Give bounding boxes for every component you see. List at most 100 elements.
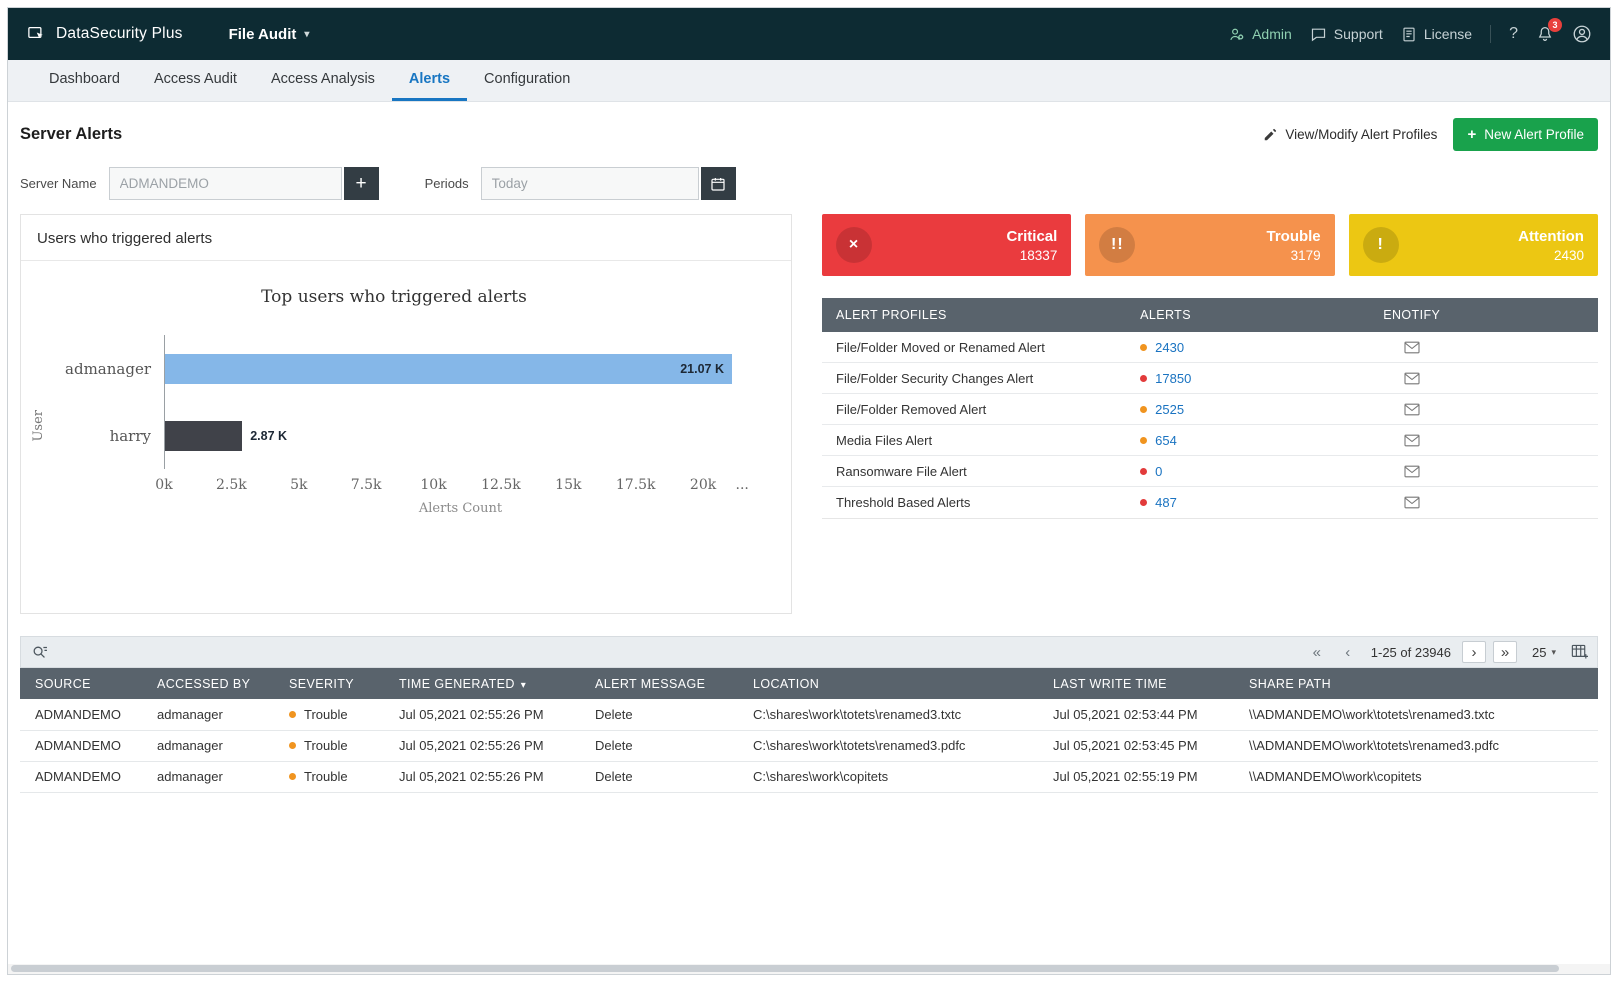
tab-dashboard[interactable]: Dashboard [49, 71, 120, 87]
column-header-last-write-time[interactable]: LAST WRITE TIME [1038, 668, 1234, 699]
cell-severity: Trouble [274, 730, 384, 762]
cell-alert-message: Delete [580, 761, 738, 793]
bar-admanager[interactable] [165, 353, 732, 384]
column-header-location[interactable]: LOCATION [738, 668, 1038, 699]
cell-source: ADMANDEMO [20, 730, 142, 762]
user-profile-button[interactable] [1572, 24, 1592, 44]
cell-alert-message: Delete [580, 730, 738, 762]
email-notification-icon[interactable] [1404, 341, 1420, 354]
cell-share-path: \\ADMANDEMO\work\totets\renamed3.txtc [1234, 699, 1598, 731]
x-tick-label: 12.5k [481, 477, 521, 493]
brand-logo-icon [26, 25, 46, 43]
alert-profile-row: Threshold Based Alerts 487 [822, 487, 1598, 518]
alert-profile-name[interactable]: File/Folder Removed Alert [836, 401, 987, 417]
cell-time-generated: Jul 05,2021 02:55:26 PM [384, 699, 580, 731]
periods-input[interactable] [480, 167, 699, 200]
view-modify-alert-profiles-link[interactable]: View/Modify Alert Profiles [1263, 127, 1437, 142]
column-header-alerts: ALERTS [1140, 308, 1191, 322]
users-triggered-alerts-card: Users who triggered alerts Top users who… [20, 214, 792, 614]
calendar-picker-button[interactable] [700, 167, 736, 200]
license-menu[interactable]: License [1401, 26, 1472, 43]
column-header-time-generated[interactable]: TIME GENERATED ▾ [384, 668, 580, 699]
alert-count-link[interactable]: 654 [1155, 432, 1177, 448]
topbar-divider [1490, 25, 1492, 43]
module-name: File Audit [228, 25, 297, 43]
x-tick-label: 15k [555, 477, 582, 493]
column-header-severity[interactable]: SEVERITY [274, 668, 384, 699]
email-notification-icon[interactable] [1404, 434, 1420, 447]
cell-last-write-time: Jul 05,2021 02:55:19 PM [1038, 761, 1234, 793]
add-server-button[interactable]: + [343, 167, 379, 200]
notifications-button[interactable]: 3 [1536, 18, 1562, 43]
exclamation-icon: ! [1362, 227, 1399, 263]
chart-xticks: 0k 2.5k 5k 7.5k 10k 12.5k 15k 17.5k 20k... [155, 471, 757, 497]
alert-profile-name[interactable]: Threshold Based Alerts [836, 495, 971, 510]
severity-dot [1140, 436, 1148, 444]
calendar-icon [711, 177, 725, 191]
email-notification-icon[interactable] [1404, 496, 1420, 509]
column-header-share-path[interactable]: SHARE PATH [1234, 668, 1598, 699]
alert-count-link[interactable]: 2525 [1155, 401, 1185, 417]
column-header-source[interactable]: SOURCE [20, 668, 142, 699]
alert-row[interactable]: ADMANDEMO admanager Trouble Jul 05,2021 … [20, 699, 1598, 731]
column-header-alert-message[interactable]: ALERT MESSAGE [580, 668, 738, 699]
attention-card[interactable]: ! Attention 2430 [1348, 214, 1598, 276]
alert-profile-name[interactable]: Ransomware File Alert [836, 463, 967, 479]
alert-count-link[interactable]: 2430 [1155, 339, 1185, 355]
server-name-input[interactable] [108, 167, 342, 200]
column-header-accessed-by[interactable]: ACCESSED BY [142, 668, 274, 699]
alerts-summary-panel: × Critical 18337 !! Trouble 3179 ! [822, 214, 1598, 519]
critical-card[interactable]: × Critical 18337 [822, 214, 1072, 276]
next-page-button[interactable]: › [1462, 641, 1486, 663]
support-menu[interactable]: Support [1310, 26, 1383, 43]
alert-row[interactable]: ADMANDEMO admanager Trouble Jul 05,2021 … [20, 761, 1598, 793]
trouble-label: Trouble [1266, 227, 1321, 245]
cell-severity: Trouble [274, 761, 384, 793]
search-columns-button[interactable] [31, 644, 48, 661]
alerts-grid-section: « ‹ 1-25 of 23946 › » 25 ▾ [20, 636, 1598, 793]
attention-count: 2430 [1553, 247, 1584, 263]
alert-count-link[interactable]: 17850 [1155, 370, 1192, 386]
alert-profile-name[interactable]: Media Files Alert [836, 432, 933, 448]
alert-profile-row: File/Folder Security Changes Alert 17850 [822, 363, 1598, 394]
alert-count-link[interactable]: 487 [1155, 495, 1177, 510]
chart-title: Top users who triggered alerts [261, 287, 527, 307]
trouble-card[interactable]: !! Trouble 3179 [1085, 214, 1335, 276]
admin-menu[interactable]: Admin [1228, 26, 1292, 43]
page-size-value: 25 [1532, 644, 1547, 660]
first-page-button[interactable]: « [1312, 643, 1321, 661]
email-notification-icon[interactable] [1404, 403, 1420, 416]
tab-alerts[interactable]: Alerts [391, 60, 468, 101]
tab-configuration[interactable]: Configuration [484, 71, 571, 87]
severity-dot [1140, 467, 1148, 475]
help-icon[interactable]: ? [1509, 25, 1518, 42]
alert-profile-row: Ransomware File Alert 0 [822, 456, 1598, 487]
x-tick-label: 2.5k [216, 477, 247, 493]
add-column-button[interactable] [1571, 644, 1589, 660]
alert-profile-row: Media Files Alert 654 [822, 425, 1598, 456]
tab-access-audit[interactable]: Access Audit [153, 71, 237, 87]
previous-page-button[interactable]: ‹ [1345, 643, 1351, 661]
new-alert-profile-button[interactable]: + New Alert Profile [1453, 118, 1598, 151]
module-switcher[interactable]: File Audit ▾ [229, 26, 310, 43]
cell-share-path: \\ADMANDEMO\work\totets\renamed3.pdfc [1234, 730, 1598, 762]
cell-accessed-by: admanager [142, 761, 274, 793]
scrollbar-thumb[interactable] [11, 965, 1560, 972]
main-content: Users who triggered alerts Top users who… [8, 200, 1610, 614]
last-page-button[interactable]: » [1493, 641, 1517, 663]
category-label: harry [109, 426, 151, 445]
alert-count-link[interactable]: 0 [1155, 463, 1163, 479]
alert-profile-name[interactable]: File/Folder Moved or Renamed Alert [836, 339, 1045, 355]
tab-access-analysis[interactable]: Access Analysis [270, 71, 375, 87]
page-size-select[interactable]: 25 ▾ [1532, 645, 1556, 660]
cell-last-write-time: Jul 05,2021 02:53:44 PM [1038, 699, 1234, 731]
alert-profile-name[interactable]: File/Folder Security Changes Alert [836, 370, 1034, 386]
column-header-enotify: ENOTIFY [1383, 308, 1441, 322]
email-notification-icon[interactable] [1404, 372, 1420, 385]
email-notification-icon[interactable] [1404, 465, 1420, 478]
bar-harry[interactable] [165, 420, 243, 451]
close-icon: × [836, 227, 872, 263]
horizontal-scrollbar[interactable] [8, 964, 1610, 974]
alert-row[interactable]: ADMANDEMO admanager Trouble Jul 05,2021 … [20, 730, 1598, 762]
attention-label: Attention [1518, 227, 1584, 245]
